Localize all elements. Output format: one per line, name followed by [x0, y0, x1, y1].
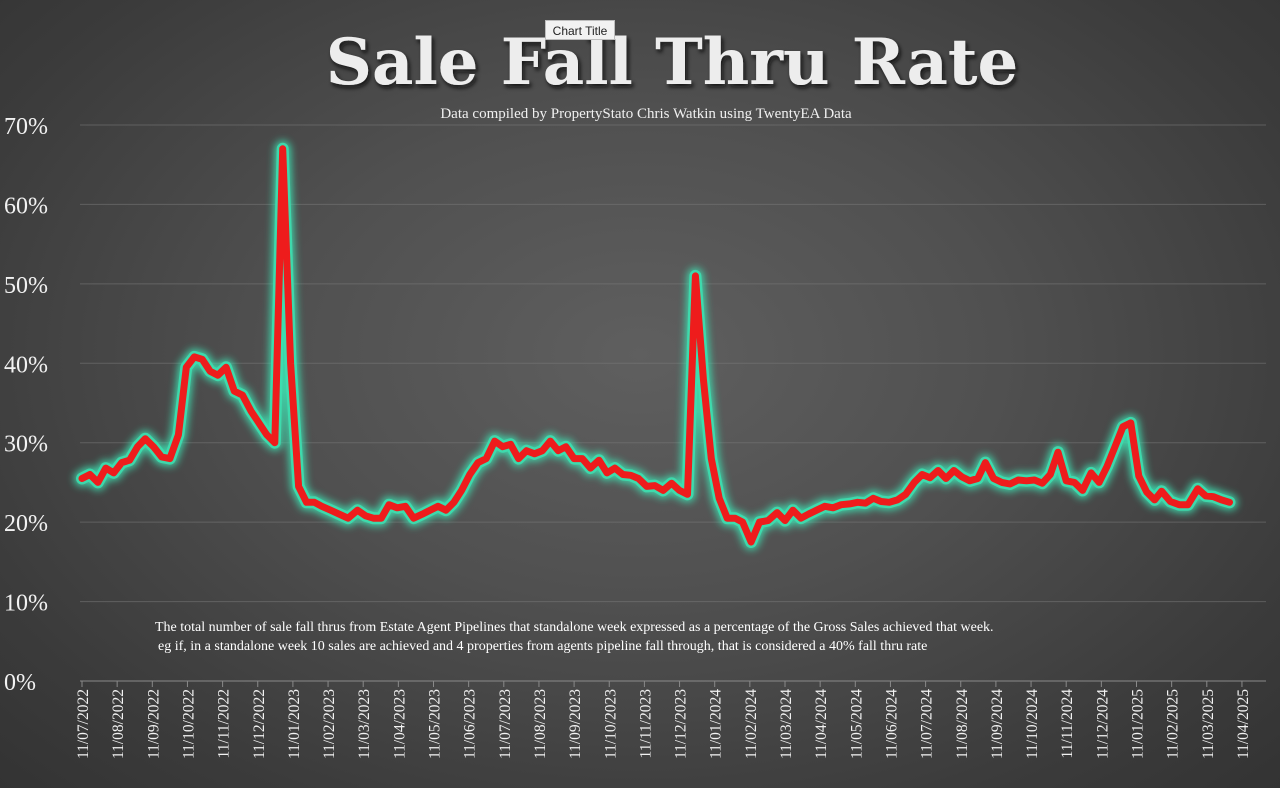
y-tick-label: 60%	[4, 193, 48, 219]
x-tick-label: 11/05/2024	[848, 689, 865, 759]
y-tick-label: 50%	[4, 273, 48, 299]
y-tick-label: 30%	[4, 432, 48, 458]
x-tick-label: 11/11/2023	[637, 689, 654, 759]
y-axis: 0% 10% 20% 30% 40% 50% 60% 70%	[4, 114, 48, 696]
y-tick-label: 10%	[4, 591, 48, 617]
x-tick-label: 11/01/2024	[708, 689, 725, 759]
chart-title-badge[interactable]: Chart Title	[545, 20, 615, 40]
x-tick-label: 11/01/2025	[1130, 689, 1147, 759]
x-tick-label: 11/04/2023	[391, 689, 408, 759]
x-tick-label: 11/03/2025	[1200, 689, 1217, 759]
x-tick-label: 11/02/2023	[321, 689, 338, 759]
x-tick-label: 11/07/2024	[919, 689, 936, 759]
y-tick-label: 0%	[4, 670, 36, 696]
annotation-line-1: The total number of sale fall thrus from…	[155, 620, 994, 635]
x-tick-label: 11/09/2024	[989, 689, 1006, 759]
x-tick-label: 11/12/2024	[1094, 689, 1111, 759]
series-layer	[74, 140, 1238, 550]
chart-subtitle: Data compiled by PropertyStato Chris Wat…	[440, 106, 852, 122]
x-tick-label: 11/04/2024	[813, 689, 830, 759]
x-tick-label: 11/06/2024	[883, 689, 900, 759]
x-tick-label: 11/10/2024	[1024, 689, 1041, 759]
x-tick-label: 11/09/2022	[145, 689, 162, 759]
x-tick-label: 11/02/2024	[743, 689, 760, 759]
x-tick-label: 11/05/2023	[427, 689, 444, 759]
series-line	[78, 145, 1233, 546]
chart-title: Sale Fall Thru Rate	[326, 25, 1018, 100]
x-tick-label: 11/08/2023	[532, 689, 549, 759]
y-tick-label: 40%	[4, 352, 48, 378]
annotation-line-2: eg if, in a standalone week 10 sales are…	[158, 639, 927, 654]
x-tick-label: 11/07/2022	[75, 689, 92, 759]
x-axis: 11/07/2022 11/08/2022 11/09/2022 11/10/2022…	[75, 680, 1266, 759]
x-tick-label: 11/08/2024	[954, 689, 971, 759]
x-tick-label: 11/04/2025	[1235, 689, 1252, 759]
y-tick-label: 20%	[4, 511, 48, 537]
x-tick-label: 11/10/2022	[180, 689, 197, 759]
x-tick-label: 11/01/2023	[286, 689, 303, 759]
x-tick-label: 11/08/2022	[110, 689, 127, 759]
x-tick-label: 11/12/2023	[673, 689, 690, 759]
x-tick-label: 11/12/2022	[251, 689, 268, 759]
x-tick-label: 11/11/2024	[1059, 689, 1076, 759]
x-tick-label: 11/06/2023	[462, 689, 479, 759]
x-tick-label: 11/02/2025	[1165, 689, 1182, 759]
x-tick-label: 11/11/2022	[216, 689, 233, 758]
x-tick-label: 11/09/2023	[567, 689, 584, 759]
y-tick-label: 70%	[4, 114, 48, 140]
x-tick-label: 11/07/2023	[497, 689, 514, 759]
x-tick-label: 11/03/2024	[778, 689, 795, 759]
grid-lines	[80, 124, 1266, 603]
x-tick-label: 11/10/2023	[602, 689, 619, 759]
x-tick-label: 11/03/2023	[356, 689, 373, 759]
